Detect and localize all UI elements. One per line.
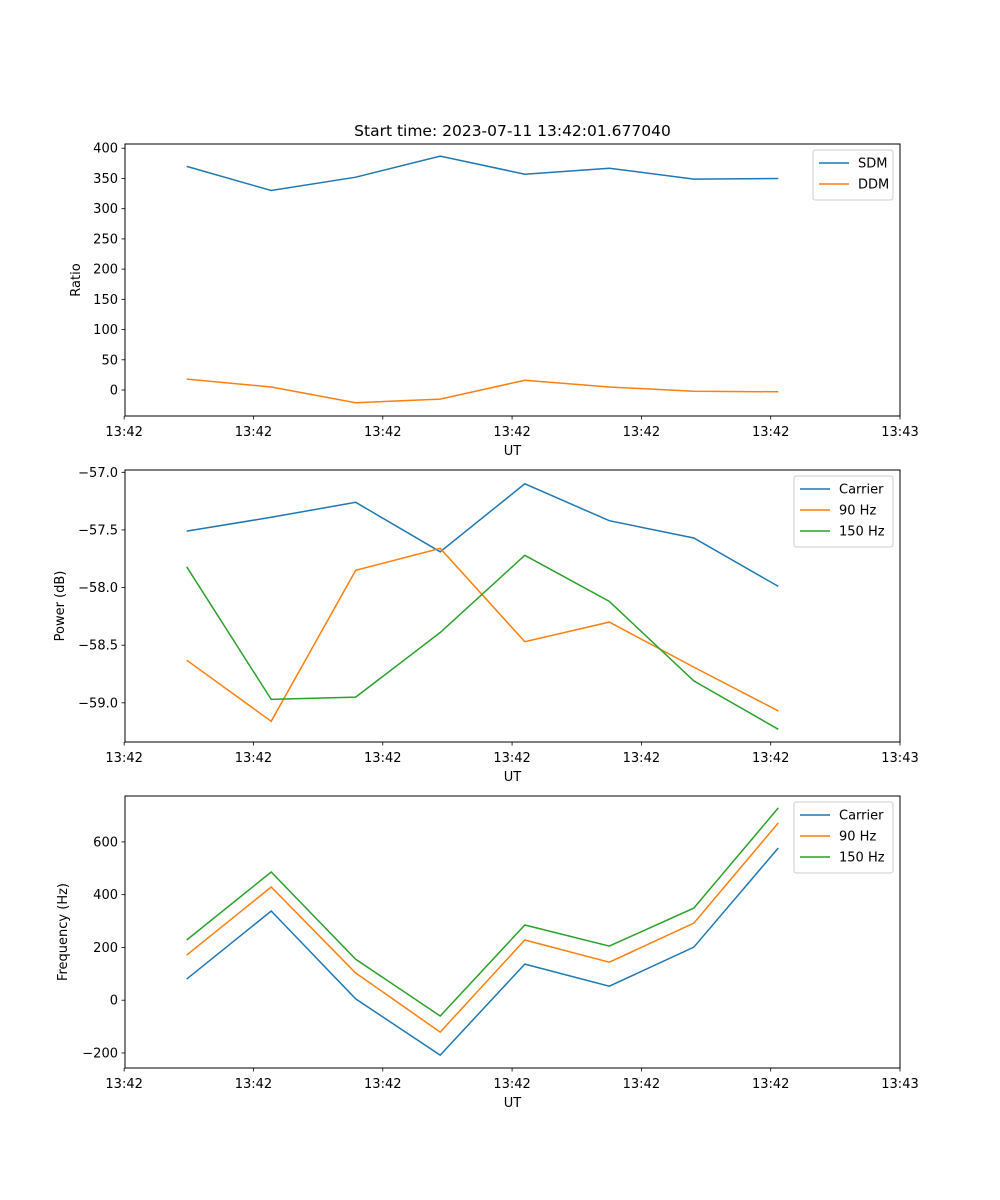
y-tick-label: −57.5: [78, 523, 118, 538]
legend: Carrier 90 Hz 150 Hz: [793, 801, 894, 874]
y-tick-label: 400: [93, 142, 118, 157]
y-tick-label: 0: [110, 994, 118, 1009]
legend-label: 90 Hz: [839, 504, 876, 519]
y-axis-label: Power (dB): [53, 571, 68, 642]
x-tick-label: 13:43: [881, 425, 918, 440]
x-tick-label: 13:42: [623, 751, 660, 766]
x-tick-label: 13:42: [105, 751, 142, 766]
series-line-90-hz: [186, 822, 779, 1034]
series-line-ddm: [186, 378, 779, 404]
y-tick-label: −57.0: [78, 466, 118, 481]
x-tick-label: 13:43: [881, 751, 918, 766]
axes-frame: [124, 469, 901, 743]
legend: Carrier 90 Hz 150 Hz: [793, 475, 894, 548]
y-tick-label: 100: [93, 323, 118, 338]
legend: SDM DDM: [812, 149, 894, 201]
legend-label: SDM: [858, 157, 887, 172]
x-tick-label: 13:42: [235, 425, 272, 440]
legend-label: DDM: [858, 178, 889, 193]
legend-label: Carrier: [839, 809, 884, 824]
y-tick-label: 50: [101, 353, 118, 368]
y-tick-label: 350: [93, 172, 118, 187]
series-line-carrier: [186, 482, 779, 588]
subplot-2: −57.0 −57.5 −58.0 −58.5 −59.0 13:42 13:42 13:42…: [53, 466, 919, 785]
y-tick-label: 400: [93, 888, 118, 903]
axes-frame: [124, 795, 901, 1069]
x-axis-label: UT: [504, 444, 522, 459]
y-axis-label: Ratio: [69, 263, 84, 296]
y-tick-label: 0: [110, 384, 118, 399]
x-tick-label: 13:42: [105, 425, 142, 440]
y-tick-label: 150: [93, 293, 118, 308]
x-tick-label: 13:42: [752, 751, 789, 766]
x-tick-label: 13:42: [493, 751, 530, 766]
y-tick-label: −59.0: [78, 696, 118, 711]
legend-box: [793, 475, 894, 548]
x-tick-label: 13:42: [364, 751, 401, 766]
x-tick-label: 13:42: [752, 1077, 789, 1092]
x-tick-label: 13:42: [235, 751, 272, 766]
x-tick-label: 13:42: [752, 425, 789, 440]
x-tick-label: 13:42: [105, 1077, 142, 1092]
subplot-3: −200 0 200 400 600 13:42 13:42 13:42 13:42 13:42 1…: [56, 795, 919, 1111]
series-line-150-hz: [186, 554, 779, 730]
x-axis-label: UT: [504, 1096, 522, 1111]
x-axis-label: UT: [504, 770, 522, 785]
x-tick-label: 13:42: [623, 1077, 660, 1092]
x-tick-label: 13:42: [623, 425, 660, 440]
subplot-1: 0 50 100 150 200 250 300 350 400 13:42 13:42 13:42 1…: [69, 142, 919, 459]
series-line-carrier: [186, 847, 779, 1057]
series-line-90-hz: [186, 547, 779, 723]
x-tick-label: 13:42: [493, 425, 530, 440]
y-tick-label: 600: [93, 835, 118, 850]
legend-label: 150 Hz: [839, 851, 885, 866]
y-tick-label: 200: [93, 263, 118, 278]
legend-label: 90 Hz: [839, 830, 876, 845]
y-tick-label: −58.5: [78, 639, 118, 654]
y-axis-label: Frequency (Hz): [56, 883, 71, 981]
x-tick-label: 13:42: [364, 1077, 401, 1092]
y-tick-label: −200: [82, 1046, 118, 1061]
y-tick-label: 250: [93, 232, 118, 247]
y-tick-label: 300: [93, 202, 118, 217]
x-tick-label: 13:42: [493, 1077, 530, 1092]
x-tick-label: 13:43: [881, 1077, 918, 1092]
legend-box: [793, 801, 894, 874]
x-tick-label: 13:42: [235, 1077, 272, 1092]
series-line-sdm: [186, 155, 779, 192]
chart-title: Start time: 2023-07-11 13:42:01.677040: [354, 122, 671, 140]
legend-label: Carrier: [839, 483, 884, 498]
y-tick-label: −58.0: [78, 581, 118, 596]
axes-frame: [124, 143, 901, 417]
legend-label: 150 Hz: [839, 525, 885, 540]
x-tick-label: 13:42: [364, 425, 401, 440]
series-line-150-hz: [186, 807, 779, 1017]
y-tick-label: 200: [93, 941, 118, 956]
